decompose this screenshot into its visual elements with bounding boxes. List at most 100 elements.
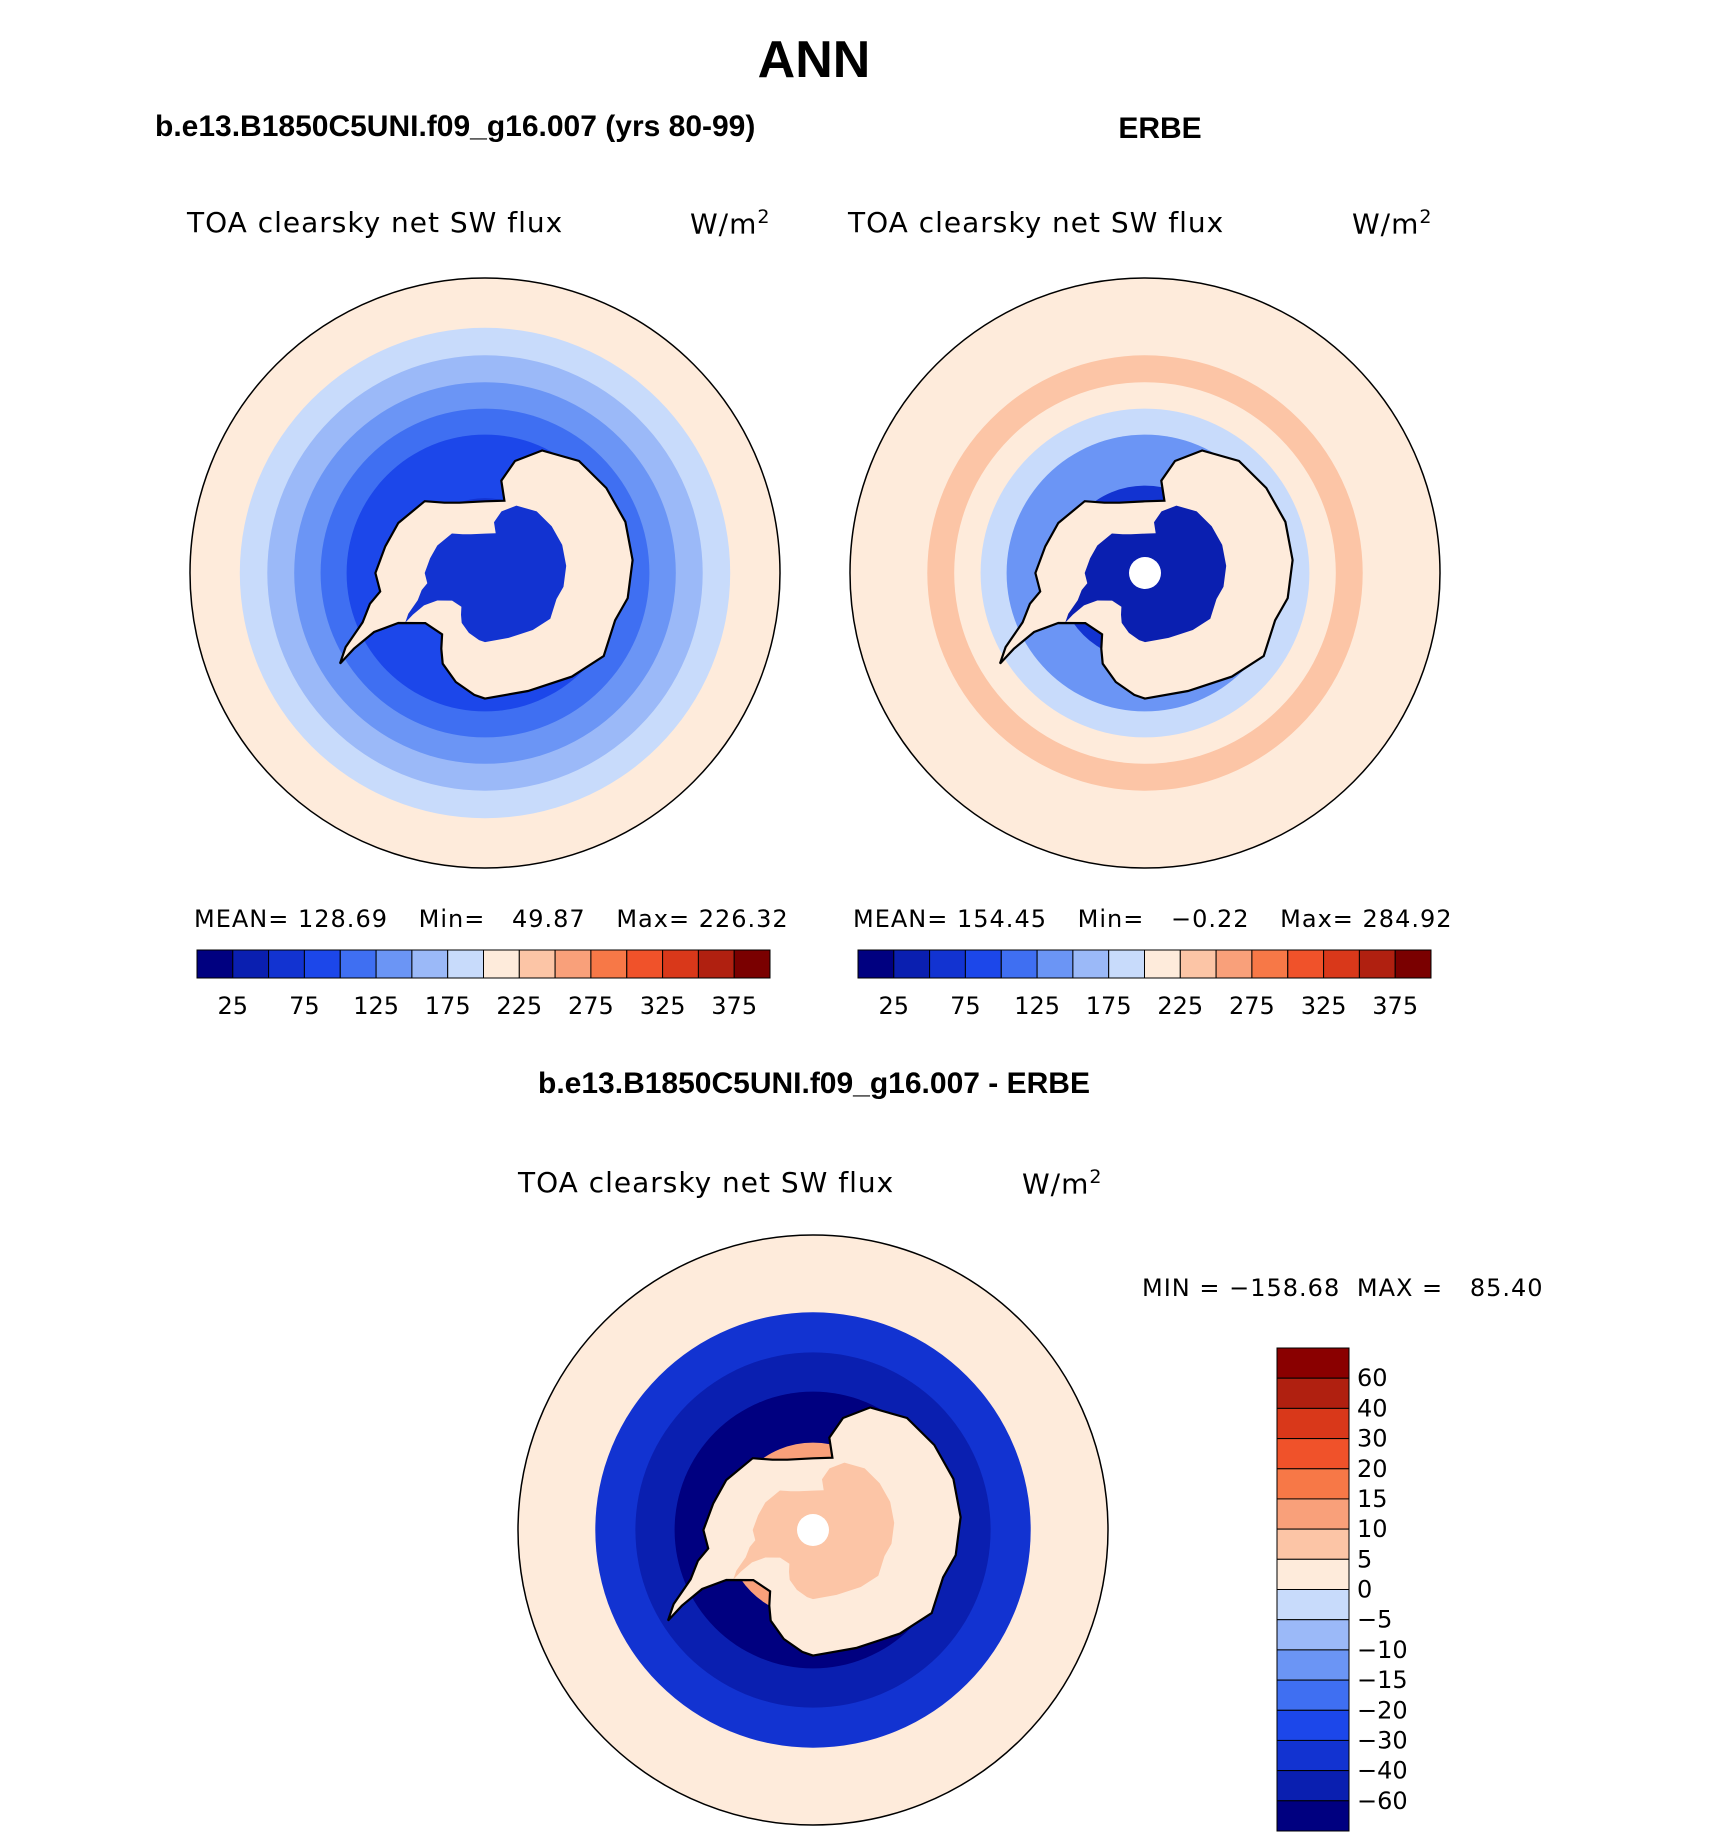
colorbar-cell xyxy=(964,949,1002,979)
colorbar-tick-label: −20 xyxy=(1357,1696,1408,1724)
colorbar-cell xyxy=(1276,1438,1350,1470)
diff-stats: MIN = −158.68 MAX = 85.40 xyxy=(1142,1274,1544,1302)
coastline xyxy=(666,1406,962,1657)
colorbar-cell xyxy=(518,949,556,979)
colorbar-tick-label: −40 xyxy=(1357,1757,1408,1785)
diff-variable-title: TOA clearsky net SW flux xyxy=(518,1166,895,1199)
colorbar-cell xyxy=(303,949,341,979)
colorbar-cell xyxy=(857,949,895,979)
colorbar-1: 25 75 125 175 225 275 325 375 xyxy=(196,949,771,1020)
colorbar-cell xyxy=(1276,1739,1350,1772)
colorbar-cell xyxy=(1276,1377,1350,1409)
colorbar-cell xyxy=(1323,949,1360,979)
obs-units-exponent: 2 xyxy=(1419,206,1433,228)
colorbar-cell xyxy=(1287,949,1325,979)
map-border xyxy=(517,1234,1109,1826)
colorbar-cell xyxy=(1276,1800,1350,1832)
colorbar-cell xyxy=(626,949,664,979)
colorbar-cell xyxy=(375,949,413,979)
diff-max-label: MAX = xyxy=(1356,1274,1444,1302)
colorbar-tick-label: 275 xyxy=(1229,992,1275,1020)
colorbar-cell xyxy=(483,949,520,979)
model-mean-label: MEAN= xyxy=(194,905,290,933)
colorbar-cell xyxy=(929,949,966,979)
colorbar-cell xyxy=(590,949,628,979)
model-variable-title: TOA clearsky net SW flux xyxy=(187,206,564,239)
map-border xyxy=(849,277,1441,869)
colorbar-tick-label: 75 xyxy=(950,992,981,1020)
colorbar-tick-label: 15 xyxy=(1357,1485,1388,1513)
model-units-base: W/m xyxy=(690,207,758,241)
colorbar-cell xyxy=(1276,1558,1350,1591)
colorbar-cell xyxy=(1251,949,1289,979)
model-stats: MEAN= 128.69 Min= 49.87 Max= 226.32 xyxy=(194,905,789,933)
colorbar-tick-label: −15 xyxy=(1357,1666,1408,1694)
colorbar-cell xyxy=(411,949,449,979)
colorbar-tick-label: −5 xyxy=(1357,1606,1392,1634)
obs-max-value: 284.92 xyxy=(1362,905,1453,933)
colorbar-cell xyxy=(1394,949,1432,979)
model-panel-heading: b.e13.B1850C5UNI.f09_g16.007 (yrs 80-99) xyxy=(155,110,756,143)
coastline xyxy=(998,449,1294,700)
colorbar-cell xyxy=(733,949,771,979)
pole-missing-data xyxy=(797,1514,829,1546)
colorbar-tick-label: 175 xyxy=(425,992,471,1020)
model-units-exponent: 2 xyxy=(757,206,771,228)
colorbar-tick-label: 40 xyxy=(1357,1394,1388,1422)
diff-min-value: −158.68 xyxy=(1229,1274,1341,1302)
colorbar-cell xyxy=(1036,949,1074,979)
polar-map-2 xyxy=(849,277,1441,869)
colorbar-cell xyxy=(447,949,485,979)
colorbar-tick-label: 125 xyxy=(1014,992,1060,1020)
map-field xyxy=(850,278,1440,868)
colorbar-tick-label: −10 xyxy=(1357,1636,1408,1664)
obs-min-label: Min= xyxy=(1077,905,1145,933)
obs-min-value: −0.22 xyxy=(1170,905,1250,933)
colorbar-tick-label: 0 xyxy=(1357,1576,1372,1604)
obs-units: W/m2 xyxy=(1352,206,1433,240)
colorbar-cell xyxy=(268,949,305,979)
colorbar-tick-label: 225 xyxy=(1157,992,1203,1020)
obs-panel-heading: ERBE xyxy=(1118,112,1202,145)
colorbar-tick-label: 75 xyxy=(289,992,320,1020)
model-units: W/m2 xyxy=(690,206,771,240)
diff-units: W/m2 xyxy=(1022,1166,1103,1200)
colorbar-tick-label: 175 xyxy=(1086,992,1132,1020)
model-mean-value: 128.69 xyxy=(298,905,388,933)
colorbar-cell xyxy=(1358,949,1396,979)
figure-title: ANN xyxy=(757,31,871,89)
colorbar-cell xyxy=(662,949,699,979)
colorbar-2: 25 75 125 175 225 275 325 375 xyxy=(857,949,1432,1020)
colorbar-tick-label: 275 xyxy=(568,992,614,1020)
colorbar-cell xyxy=(1072,949,1110,979)
colorbar-cell xyxy=(1000,949,1038,979)
colorbar-tick-label: −30 xyxy=(1357,1726,1408,1754)
colorbar-cell xyxy=(1276,1468,1350,1500)
colorbar-tick-label: 375 xyxy=(1372,992,1418,1020)
colorbar-cell xyxy=(554,949,592,979)
colorbar-cell xyxy=(1276,1709,1350,1742)
pole-missing-data xyxy=(1129,557,1161,589)
colorbar-cell xyxy=(1276,1770,1350,1802)
obs-units-base: W/m xyxy=(1352,207,1420,241)
colorbar-cell xyxy=(1179,949,1217,979)
model-min-value: 49.87 xyxy=(511,905,586,933)
colorbar-cell xyxy=(232,949,270,979)
map-border xyxy=(189,277,781,869)
colorbar-tick-label: 325 xyxy=(640,992,686,1020)
colorbar-cell xyxy=(1276,1528,1350,1560)
continent-interior-field xyxy=(405,505,567,643)
colorbar-tick-label: 325 xyxy=(1301,992,1347,1020)
colorbar-tick-label: 375 xyxy=(711,992,757,1020)
colorbar-tick-label: 20 xyxy=(1357,1455,1388,1483)
colorbar-cell xyxy=(196,949,234,979)
obs-stats: MEAN= 154.45 Min= −0.22 Max= 284.92 xyxy=(853,905,1453,933)
model-max-value: 226.32 xyxy=(698,905,789,933)
model-min-label: Min= xyxy=(418,905,486,933)
obs-mean-value: 154.45 xyxy=(957,905,1047,933)
colorbar-tick-label: 25 xyxy=(879,992,910,1020)
diff-units-exponent: 2 xyxy=(1089,1166,1103,1188)
colorbar-tick-label: 5 xyxy=(1357,1545,1372,1573)
colorbar-cell xyxy=(1215,949,1253,979)
